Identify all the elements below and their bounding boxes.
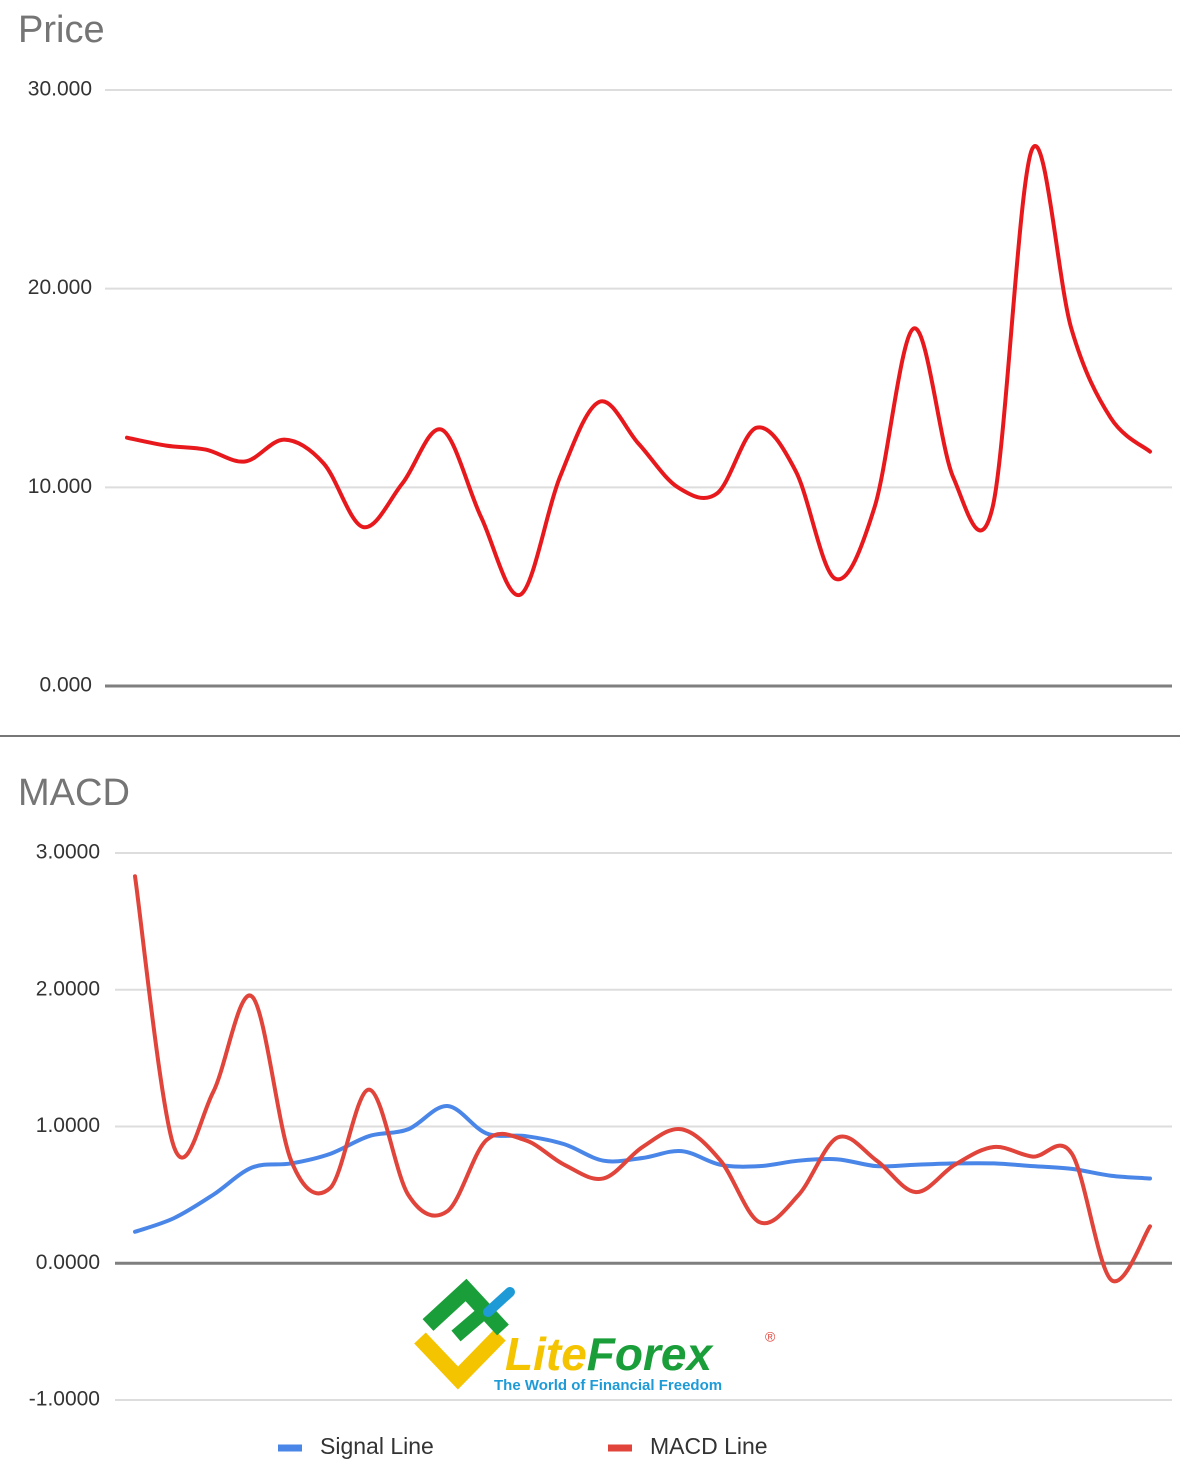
y-tick-label: -1.0000 xyxy=(29,1388,100,1411)
y-tick-label: 10.000 xyxy=(28,475,92,498)
logo-brand: LiteForex xyxy=(505,1328,714,1380)
logo-yellow xyxy=(414,1329,506,1390)
logo-tagline: The World of Financial Freedom xyxy=(494,1377,722,1394)
y-tick-label: 2.0000 xyxy=(36,977,100,1000)
y-tick-label: 0.000 xyxy=(39,674,92,697)
logo: LiteForex ® The World of Financial Freed… xyxy=(414,1278,776,1394)
legend-label: MACD Line xyxy=(650,1433,768,1459)
data-line xyxy=(133,1103,1152,1234)
legend-label: Signal Line xyxy=(320,1433,434,1459)
y-tick-label: 20.000 xyxy=(28,276,92,299)
y-tick-label: 3.0000 xyxy=(36,841,100,864)
logo-blue xyxy=(483,1287,515,1317)
y-tick-label: 1.0000 xyxy=(36,1114,100,1137)
brand-2: Forex xyxy=(587,1328,715,1380)
chart-title: MACD xyxy=(18,772,130,814)
logo-registered: ® xyxy=(765,1329,776,1345)
y-tick-label: 0.0000 xyxy=(36,1251,100,1274)
chart-title: Price xyxy=(18,9,105,51)
data-line xyxy=(133,874,1152,1284)
logo-green-bar xyxy=(451,1306,489,1342)
y-tick-label: 30.000 xyxy=(28,78,92,101)
logo-green xyxy=(422,1278,509,1336)
data-line xyxy=(125,144,1152,597)
brand-1: Lite xyxy=(505,1328,587,1380)
